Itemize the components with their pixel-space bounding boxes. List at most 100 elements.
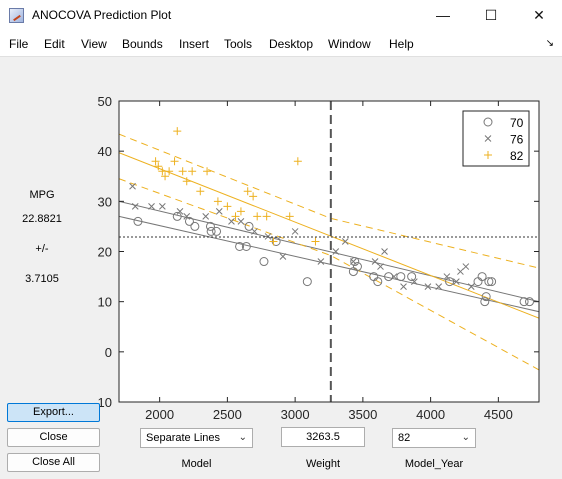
data-point-70 [133, 216, 143, 226]
data-point-76 [251, 228, 258, 235]
export-button[interactable]: Export... [7, 403, 100, 422]
model-year-select-value: 82 [398, 432, 411, 444]
x-tick-label: 3000 [281, 407, 310, 422]
y-tick-label: 50 [98, 94, 112, 109]
data-point-70 [352, 262, 362, 272]
data-point-76 [443, 273, 451, 280]
x-tick-label: 2000 [145, 407, 174, 422]
y-tick-label: 10 [98, 295, 112, 310]
data-point-70 [184, 216, 194, 226]
data-point-70 [484, 277, 494, 287]
menu-edit[interactable]: Edit [44, 37, 65, 51]
data-point-82 [173, 127, 182, 136]
plot-content [119, 127, 539, 371]
data-point-70 [384, 272, 394, 282]
menu-bounds[interactable]: Bounds [122, 37, 163, 51]
data-point-70 [241, 241, 251, 251]
menu-help[interactable]: Help [389, 37, 414, 51]
chevron-down-icon: ⌄ [461, 432, 470, 443]
y-tick-label: 0 [105, 345, 112, 360]
data-point-70 [235, 241, 245, 251]
model-year-select[interactable]: 82 ⌄ [392, 428, 476, 448]
menu-insert[interactable]: Insert [179, 37, 210, 51]
data-point-70 [481, 292, 491, 302]
data-point-82 [293, 157, 302, 166]
data-point-76 [381, 248, 388, 255]
data-point-70 [373, 277, 383, 287]
x-tick-label: 2500 [213, 407, 242, 422]
y-tick-label: 20 [98, 245, 112, 260]
legend-marker-70 [483, 117, 493, 127]
legend-marker-76 [484, 135, 492, 142]
legend-marker-82 [484, 151, 492, 159]
data-point-76 [317, 258, 325, 265]
data-point-70 [190, 221, 200, 231]
x-tick-label: 4000 [416, 407, 445, 422]
data-point-70 [172, 211, 182, 221]
model-select-value: Separate Lines [146, 432, 220, 444]
title-bar: ANOCOVA Prediction Plot — ☐ ✕ [0, 0, 562, 31]
data-point-82 [178, 167, 187, 176]
data-point-70 [244, 221, 254, 231]
data-point-82 [154, 162, 163, 171]
legend-label-76: 76 [510, 133, 524, 147]
data-point-76 [400, 283, 407, 290]
data-point-76 [462, 263, 470, 270]
menu-window[interactable]: Window [328, 37, 371, 51]
data-point-76 [202, 213, 210, 220]
dock-arrow-icon[interactable]: ↘ [545, 38, 554, 49]
upper-bound-82 [119, 133, 539, 269]
data-point-70 [477, 272, 487, 282]
data-point-82 [243, 187, 252, 196]
data-point-70 [396, 272, 406, 282]
data-point-82 [262, 212, 271, 221]
data-point-76 [435, 283, 443, 290]
legend-label-82: 82 [510, 149, 524, 163]
data-point-82 [223, 202, 232, 211]
model-year-label: Model_Year [404, 458, 464, 470]
legend-box [462, 110, 530, 167]
chevron-down-icon: ⌄ [238, 432, 247, 443]
data-point-76 [467, 283, 475, 290]
menu-view[interactable]: View [81, 37, 107, 51]
data-point-70 [480, 297, 490, 307]
data-point-82 [188, 167, 197, 176]
data-point-76 [390, 273, 398, 280]
data-point-76 [237, 218, 245, 225]
data-point-76 [350, 258, 357, 265]
data-point-76 [332, 248, 340, 255]
data-point-82 [253, 212, 262, 221]
close-button[interactable]: Close [7, 428, 100, 447]
menu-tools[interactable]: Tools [224, 37, 253, 51]
menu-file[interactable]: File [9, 37, 29, 51]
data-point-76 [264, 233, 272, 240]
x-tick-label: 3500 [348, 407, 377, 422]
close-window-button[interactable]: ✕ [533, 7, 545, 23]
data-point-70 [212, 226, 222, 236]
maximize-button[interactable]: ☐ [484, 7, 498, 23]
weight-input[interactable]: 3263.5 [281, 427, 365, 447]
model-select[interactable]: Separate Lines ⌄ [140, 428, 253, 448]
data-point-76 [183, 213, 191, 220]
legend: 70 76 82 [462, 110, 530, 167]
data-point-70 [519, 297, 529, 307]
data-point-76 [291, 228, 299, 235]
data-point-82 [236, 207, 245, 216]
weight-label: Weight [305, 458, 341, 470]
data-point-70 [302, 277, 312, 287]
data-point-82 [182, 177, 191, 186]
menu-desktop[interactable]: Desktop [269, 37, 314, 51]
data-point-82 [203, 167, 212, 176]
close-all-button[interactable]: Close All [7, 453, 100, 472]
predicted-value: 22.8821 [22, 213, 62, 225]
data-point-82 [311, 237, 320, 246]
lower-bound-82 [119, 178, 539, 371]
data-point-76 [411, 278, 418, 285]
data-point-76 [148, 202, 155, 210]
data-point-82 [151, 157, 160, 166]
data-point-76 [453, 278, 460, 285]
data-point-76 [228, 218, 235, 225]
data-point-82 [196, 187, 205, 196]
minimize-button[interactable]: — [436, 7, 450, 23]
